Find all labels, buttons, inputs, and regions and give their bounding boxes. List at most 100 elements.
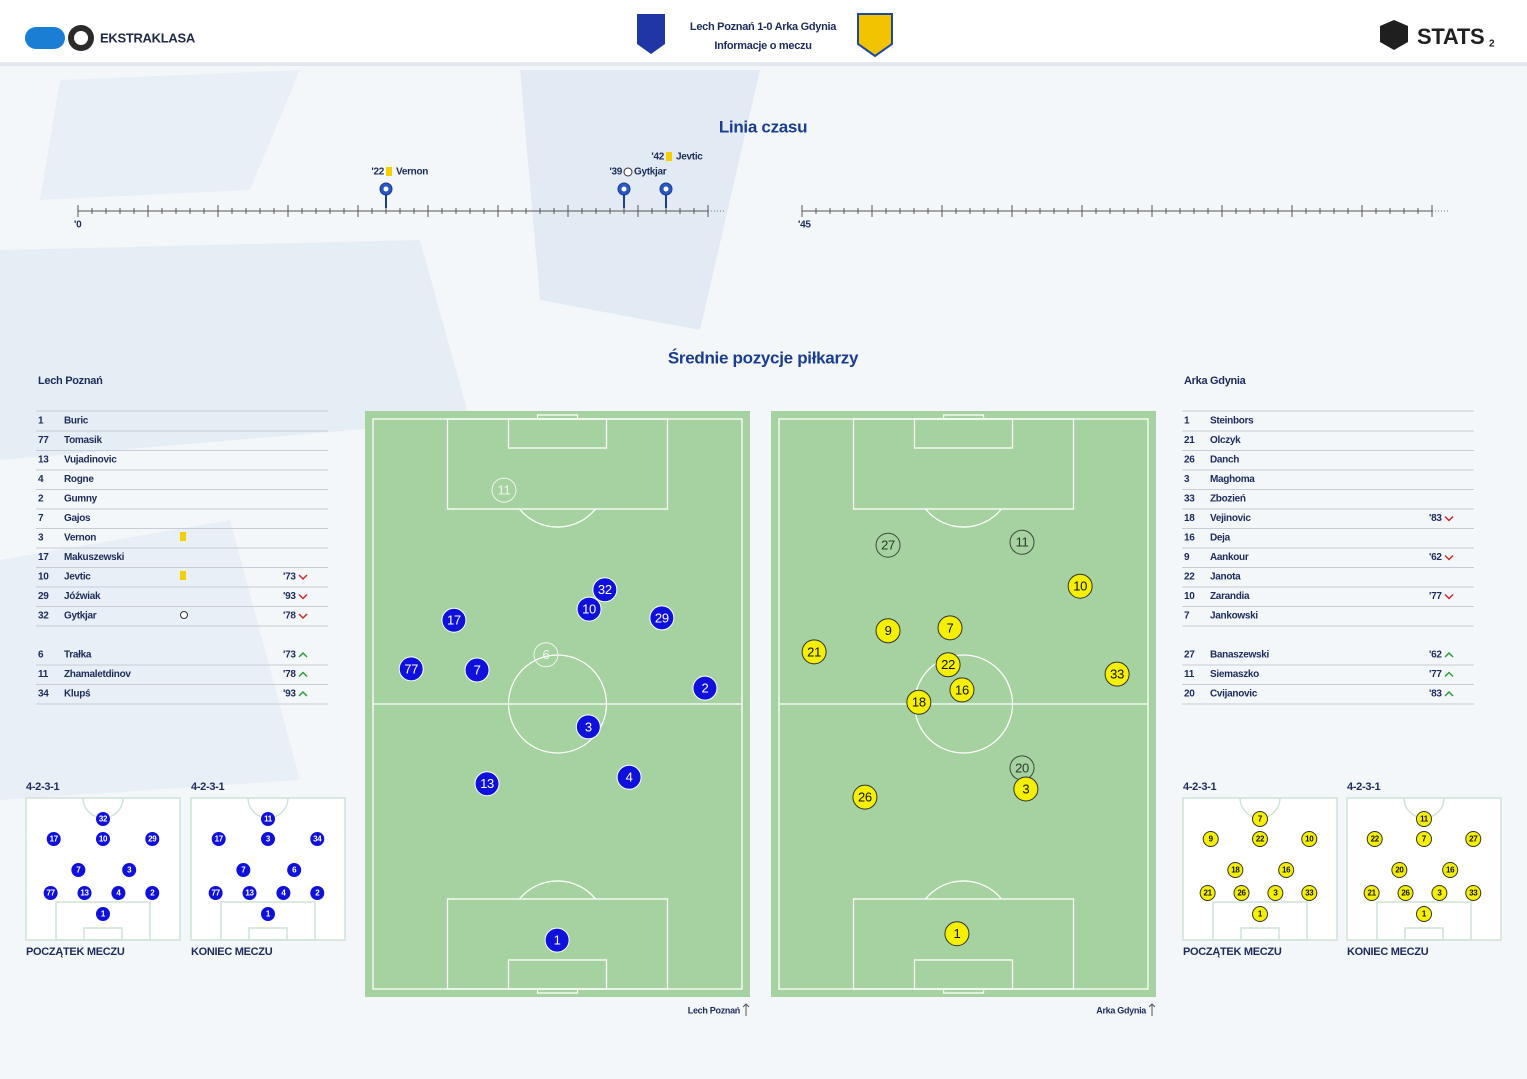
player-name: Makuszewski <box>64 552 125 563</box>
formation-number: 26 <box>1237 889 1246 898</box>
formation-dot <box>1199 885 1216 901</box>
direction-arrow <box>742 1003 750 1016</box>
player-number: 6 <box>38 650 44 661</box>
penalty-arc <box>924 880 1003 900</box>
formation-dot <box>1391 862 1408 878</box>
formation-dot <box>260 831 276 847</box>
formation-dot <box>1397 885 1414 901</box>
formation-dot <box>144 831 161 847</box>
formation-shape: 4-2-3-1 <box>191 781 225 793</box>
formation-number: 3 <box>127 866 132 875</box>
player-number: 29 <box>38 591 49 602</box>
formation-number: 1 <box>266 910 271 919</box>
sub-out-arrow <box>1444 593 1454 600</box>
player-name: Aankour <box>1210 552 1249 563</box>
player-number: 34 <box>38 689 49 700</box>
goal <box>942 988 985 994</box>
formation-number: 16 <box>1282 866 1291 875</box>
player-name: Vujadinovic <box>64 455 117 466</box>
event-pin-dot <box>621 186 627 192</box>
player-number: 33 <box>1184 494 1195 505</box>
player-position-number: 2 <box>701 681 708 696</box>
formation-number: 2 <box>315 889 320 898</box>
timeline-event <box>617 182 631 208</box>
sub-out-arrow <box>298 613 308 620</box>
goal-ball <box>180 611 188 619</box>
player-position-number: 10 <box>1073 579 1087 594</box>
player-position-number: 11 <box>498 483 511 498</box>
formation-number: 3 <box>266 835 271 844</box>
sub-in-arrow <box>1444 690 1454 697</box>
player-name: Olczyk <box>1210 435 1241 446</box>
formation-label: KONIEC MECZU <box>191 946 273 958</box>
formation-number: 77 <box>46 889 55 898</box>
penalty-arc <box>924 508 1003 528</box>
player-name: Tomasik <box>64 435 102 446</box>
sub-minute: '78 <box>283 611 296 622</box>
player-position <box>575 714 601 740</box>
sub-in-arrow <box>1444 671 1454 678</box>
player-number: 4 <box>38 474 44 485</box>
event-pin-dot <box>663 186 669 192</box>
formation-number: 3 <box>1273 889 1278 898</box>
player-number: 21 <box>1184 435 1195 446</box>
formation-number: 10 <box>99 835 108 844</box>
player-name: Rogne <box>64 474 94 485</box>
sub-minute: '77 <box>1429 591 1442 602</box>
formation-dot <box>76 885 93 901</box>
player-name: Deja <box>1210 533 1231 544</box>
sub-in-arrow <box>1444 651 1454 658</box>
player-position <box>544 927 570 953</box>
direction-arrow <box>1148 1003 1156 1016</box>
formation-dot <box>1252 831 1268 847</box>
mini-goal-area <box>1404 927 1444 941</box>
player-position-number: 3 <box>1022 781 1029 796</box>
player-number: 77 <box>38 435 49 446</box>
player-position <box>875 618 901 644</box>
formation-dot <box>95 831 111 847</box>
player-position-number: 32 <box>598 582 612 597</box>
player-name: Maghoma <box>1210 474 1255 485</box>
player-position-number: 33 <box>1110 667 1124 682</box>
formation-number: 6 <box>292 866 297 875</box>
player-number: 3 <box>38 533 44 544</box>
goal <box>942 414 985 420</box>
mini-goal-area <box>83 927 123 941</box>
formation-number: 17 <box>215 835 224 844</box>
player-position <box>935 652 961 678</box>
player-position <box>533 642 559 668</box>
player-name: Cvijanovic <box>1210 689 1258 700</box>
player-name: Gajos <box>64 513 91 524</box>
player-position-number: 21 <box>807 644 821 659</box>
sub-out-arrow <box>298 593 308 600</box>
player-number: 11 <box>38 669 49 680</box>
sub-out-arrow <box>1444 515 1454 522</box>
formation-number: 21 <box>1367 889 1376 898</box>
formation-label: POCZĄTEK MECZU <box>26 946 125 958</box>
timeline-event <box>659 182 673 208</box>
player-position <box>1013 776 1039 802</box>
player-position-number: 27 <box>881 538 895 553</box>
sub-out-arrow <box>1444 554 1454 561</box>
sub-in-arrow <box>298 651 308 658</box>
brand: STATS <box>1417 24 1484 49</box>
formation-dot <box>1278 862 1295 878</box>
player-name: Gumny <box>64 494 98 505</box>
player-position <box>1009 529 1035 555</box>
team-name: Arka Gdynia <box>1184 375 1247 387</box>
player-number: 13 <box>38 455 49 466</box>
formation-number: 33 <box>1305 889 1314 898</box>
formation-number: 34 <box>313 835 322 844</box>
formation-dot <box>1416 831 1432 847</box>
formation-number: 1 <box>1422 910 1427 919</box>
yellow-card <box>180 532 186 541</box>
formation-number: 10 <box>1305 835 1314 844</box>
formation-dot <box>1227 862 1244 878</box>
pitch-caption: Arka Gdynia <box>1096 1005 1147 1015</box>
player-number: 26 <box>1184 455 1195 466</box>
player-number: 10 <box>1184 591 1195 602</box>
timeline-half-label: '45 <box>798 220 811 231</box>
formation-number: 4 <box>116 889 121 898</box>
formation-dot <box>144 885 161 901</box>
